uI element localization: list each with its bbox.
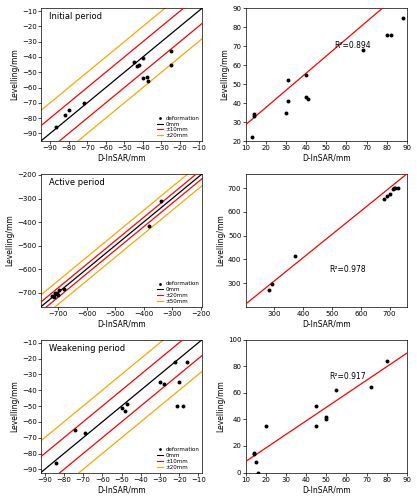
Point [284, 76, 291, 84]
Point [60, 285, 67, 293]
Point [313, 422, 319, 430]
Point [172, 358, 179, 366]
Point [386, 190, 393, 198]
Point [72, 426, 79, 434]
Point [145, 78, 152, 86]
Point [303, 70, 309, 78]
Text: Initial period: Initial period [49, 12, 102, 21]
X-axis label: D-InSAR/mm: D-InSAR/mm [97, 486, 146, 494]
Point [268, 280, 275, 288]
Point [143, 73, 150, 81]
Point [303, 94, 309, 102]
Y-axis label: Levelling/mm: Levelling/mm [10, 380, 19, 432]
Point [284, 97, 291, 105]
Legend: deformation, 0mm, ±20mm, ±50mm: deformation, 0mm, ±20mm, ±50mm [156, 280, 201, 305]
Point [53, 288, 60, 296]
Point [323, 416, 329, 424]
Text: R²=0.917: R²=0.917 [329, 372, 366, 382]
Point [250, 450, 257, 458]
Point [291, 252, 298, 260]
Point [381, 194, 387, 202]
Y-axis label: Levelling/mm: Levelling/mm [216, 214, 225, 266]
Point [250, 448, 257, 456]
Point [384, 192, 390, 200]
Point [305, 95, 311, 103]
Point [55, 291, 61, 299]
X-axis label: D-InSAR/mm: D-InSAR/mm [302, 320, 351, 328]
Point [124, 400, 131, 408]
Point [333, 386, 340, 394]
Point [265, 286, 272, 294]
Point [52, 290, 58, 298]
Point [50, 294, 57, 302]
Point [180, 402, 186, 410]
Point [384, 357, 390, 365]
Point [262, 422, 269, 430]
Point [174, 402, 181, 410]
Legend: deformation, 0mm, ±10mm, ±20mm: deformation, 0mm, ±10mm, ±20mm [156, 446, 201, 471]
Point [146, 222, 153, 230]
Point [140, 74, 146, 82]
Point [82, 429, 88, 437]
X-axis label: D-InSAR/mm: D-InSAR/mm [302, 486, 351, 494]
Point [122, 407, 129, 415]
Point [367, 384, 374, 392]
Point [384, 30, 390, 38]
Point [250, 110, 257, 118]
Point [254, 468, 261, 476]
Point [65, 106, 72, 114]
Y-axis label: Levelling/mm: Levelling/mm [10, 48, 19, 100]
Point [118, 404, 125, 411]
Point [313, 402, 319, 410]
Point [130, 58, 137, 66]
Point [395, 184, 402, 192]
Text: R²=0.894: R²=0.894 [334, 41, 371, 50]
Point [399, 14, 406, 22]
Point [52, 288, 58, 296]
Point [323, 412, 329, 420]
Y-axis label: Levelling/mm: Levelling/mm [216, 380, 225, 432]
Point [359, 46, 366, 54]
Point [387, 30, 394, 38]
Point [140, 54, 146, 62]
Point [167, 47, 174, 55]
Point [391, 184, 397, 192]
Point [80, 99, 87, 107]
X-axis label: D-InSAR/mm: D-InSAR/mm [97, 320, 146, 328]
Point [49, 292, 55, 300]
Point [167, 60, 174, 68]
Point [161, 380, 167, 388]
Point [392, 184, 399, 192]
Point [176, 378, 183, 386]
Text: Weakening period: Weakening period [49, 344, 125, 352]
X-axis label: D-InSAR/mm: D-InSAR/mm [302, 154, 351, 163]
Point [56, 286, 63, 294]
Y-axis label: Levelling/mm: Levelling/mm [221, 48, 230, 100]
Point [136, 60, 143, 68]
Point [248, 133, 255, 141]
Point [183, 358, 190, 366]
Point [53, 124, 59, 132]
Legend: deformation, 0mm, ±10mm, ±20mm: deformation, 0mm, ±10mm, ±20mm [156, 114, 201, 140]
Point [389, 185, 396, 193]
Point [158, 197, 164, 205]
Point [250, 112, 257, 120]
Point [157, 378, 163, 386]
Point [134, 62, 141, 70]
Y-axis label: Levelling/mm: Levelling/mm [5, 214, 15, 266]
X-axis label: D-InSAR/mm: D-InSAR/mm [97, 154, 146, 163]
Point [62, 111, 68, 119]
Point [283, 108, 289, 116]
Point [53, 459, 60, 467]
Text: R²=0.978: R²=0.978 [329, 265, 366, 274]
Text: Active period: Active period [49, 178, 105, 187]
Point [252, 458, 259, 466]
